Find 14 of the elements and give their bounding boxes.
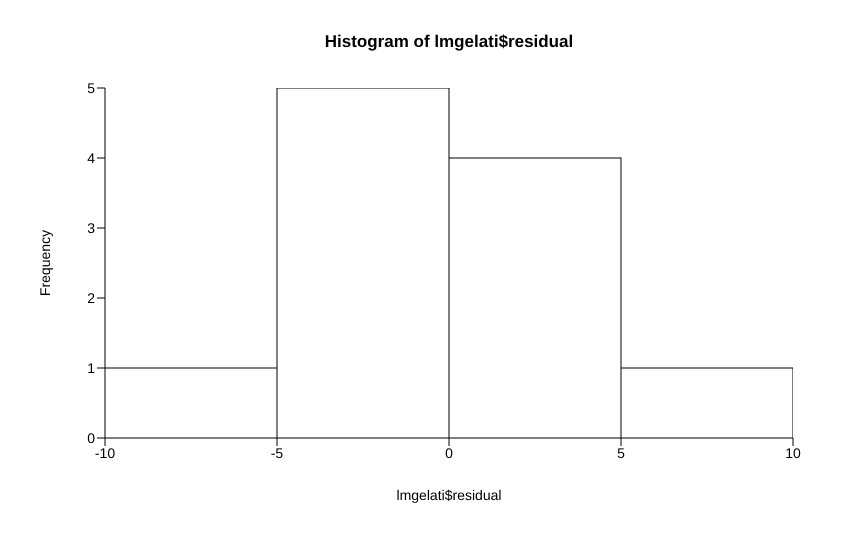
x-tick-label: 5	[617, 444, 626, 461]
y-tick-label: 1	[87, 360, 96, 376]
x-axis-title: lmgelati$residual	[396, 487, 502, 503]
x-tick-label: -5	[270, 444, 284, 461]
y-tick-label: 3	[87, 220, 96, 236]
x-tick-label: 10	[785, 444, 801, 461]
x-tick-label: 0	[445, 444, 454, 461]
y-tick-label: 2	[87, 290, 96, 306]
x-tick-label: -10	[94, 444, 116, 461]
y-tick-label: 5	[87, 80, 96, 96]
y-tick-label: 0	[87, 430, 96, 446]
y-axis-title: Frequency	[36, 230, 53, 296]
chart-title: Histogram of lmgelati$residual	[324, 32, 574, 52]
y-tick-label: 4	[87, 150, 96, 166]
